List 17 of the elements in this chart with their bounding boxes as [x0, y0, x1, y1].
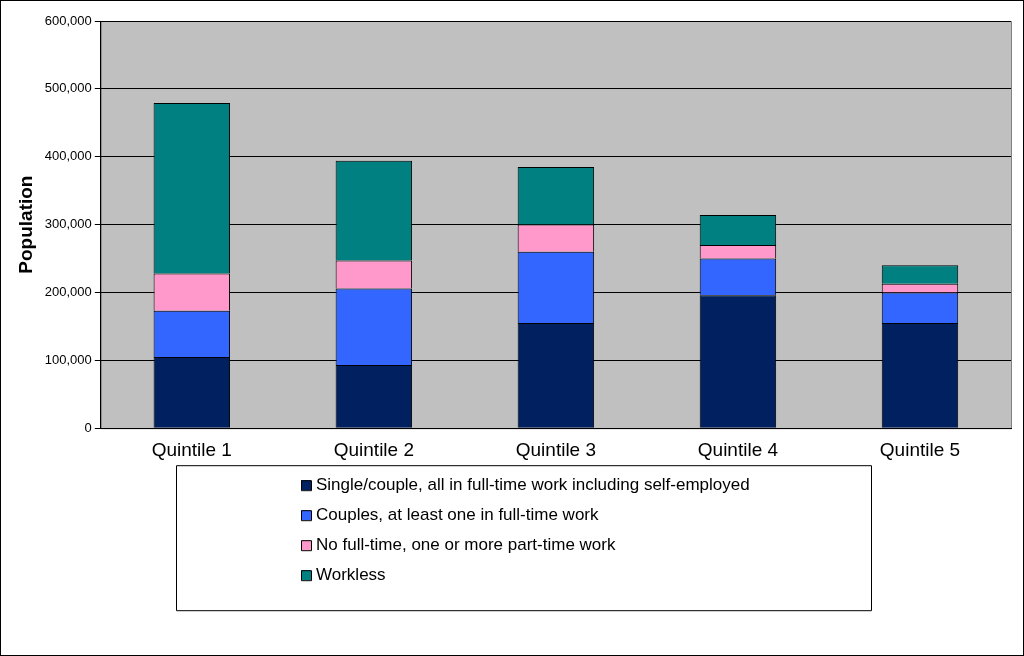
x-tick-label: Quintile 5	[879, 438, 961, 460]
y-tick-label: 0	[84, 419, 92, 435]
legend-label: Workless	[316, 564, 386, 584]
x-tick-label: Quintile 4	[697, 438, 779, 460]
x-tick-label: Quintile 3	[515, 438, 597, 460]
y-tick-label: 300,000	[44, 216, 92, 232]
y-tick-label: 200,000	[44, 284, 92, 300]
legend-label: Couples, at least one in full-time work	[316, 504, 600, 524]
legend-label: No full-time, one or more part-time work	[316, 534, 616, 554]
x-tick-label: Quintile 2	[333, 438, 414, 460]
y-axis-title: Population	[14, 175, 36, 274]
legend-label: Single/couple, all in full-time work including self-employed	[316, 474, 750, 494]
y-tick-label: 500,000	[44, 80, 92, 96]
y-tick-label: 400,000	[44, 148, 92, 164]
y-tick-label: 100,000	[44, 351, 92, 367]
x-tick-label: Quintile 1	[151, 438, 232, 460]
y-tick-label: 600,000	[44, 12, 92, 28]
